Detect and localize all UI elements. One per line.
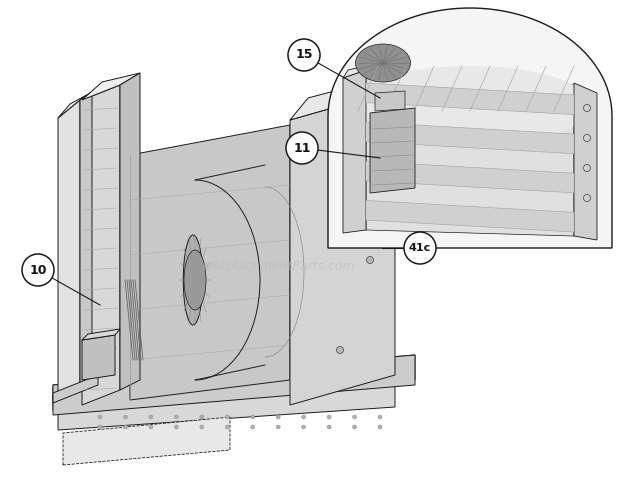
Polygon shape	[290, 70, 413, 120]
Text: 15: 15	[295, 48, 312, 62]
Circle shape	[353, 425, 356, 429]
Circle shape	[583, 105, 590, 111]
Circle shape	[302, 415, 306, 419]
Ellipse shape	[349, 66, 591, 146]
Circle shape	[149, 415, 153, 419]
Circle shape	[276, 425, 280, 429]
Text: 10: 10	[29, 263, 46, 277]
Polygon shape	[366, 122, 574, 154]
Circle shape	[337, 347, 343, 353]
Polygon shape	[120, 73, 140, 390]
Polygon shape	[63, 417, 230, 465]
Circle shape	[353, 415, 356, 419]
Ellipse shape	[355, 44, 410, 82]
Circle shape	[378, 415, 382, 419]
Polygon shape	[343, 70, 366, 233]
Polygon shape	[343, 65, 370, 78]
Circle shape	[337, 176, 343, 183]
Text: 41c: 41c	[409, 243, 431, 253]
Polygon shape	[366, 83, 574, 114]
Circle shape	[225, 415, 229, 419]
Circle shape	[250, 415, 255, 419]
Circle shape	[302, 425, 306, 429]
Circle shape	[376, 176, 384, 183]
Circle shape	[276, 415, 280, 419]
Polygon shape	[82, 329, 120, 340]
Circle shape	[22, 254, 54, 286]
Circle shape	[98, 425, 102, 429]
Polygon shape	[366, 73, 574, 236]
Polygon shape	[370, 108, 415, 193]
Text: eReplacementParts.com: eReplacementParts.com	[203, 260, 355, 273]
Circle shape	[200, 415, 204, 419]
Circle shape	[327, 425, 331, 429]
Circle shape	[174, 415, 179, 419]
Circle shape	[404, 232, 436, 264]
Circle shape	[286, 132, 318, 164]
Polygon shape	[375, 91, 405, 111]
Circle shape	[583, 195, 590, 202]
Polygon shape	[58, 92, 92, 118]
Circle shape	[149, 425, 153, 429]
Circle shape	[378, 425, 382, 429]
Circle shape	[98, 415, 102, 419]
Polygon shape	[80, 92, 92, 385]
Polygon shape	[53, 355, 415, 415]
Polygon shape	[366, 161, 574, 193]
Circle shape	[583, 135, 590, 141]
Circle shape	[366, 256, 373, 263]
Circle shape	[288, 39, 320, 71]
Polygon shape	[574, 83, 597, 240]
Polygon shape	[58, 362, 395, 430]
Text: 11: 11	[293, 141, 311, 154]
Polygon shape	[366, 201, 574, 232]
Polygon shape	[53, 375, 98, 403]
Circle shape	[225, 425, 229, 429]
Polygon shape	[53, 355, 415, 410]
Polygon shape	[290, 90, 395, 405]
Ellipse shape	[184, 250, 206, 310]
Circle shape	[174, 425, 179, 429]
Circle shape	[583, 165, 590, 172]
Circle shape	[200, 425, 204, 429]
Polygon shape	[130, 125, 290, 400]
Polygon shape	[82, 85, 120, 405]
Polygon shape	[58, 100, 80, 395]
Polygon shape	[82, 335, 115, 380]
Polygon shape	[82, 73, 140, 100]
Polygon shape	[328, 8, 612, 248]
Circle shape	[123, 415, 128, 419]
Ellipse shape	[184, 235, 203, 325]
Circle shape	[123, 425, 128, 429]
Circle shape	[327, 415, 331, 419]
Circle shape	[250, 425, 255, 429]
